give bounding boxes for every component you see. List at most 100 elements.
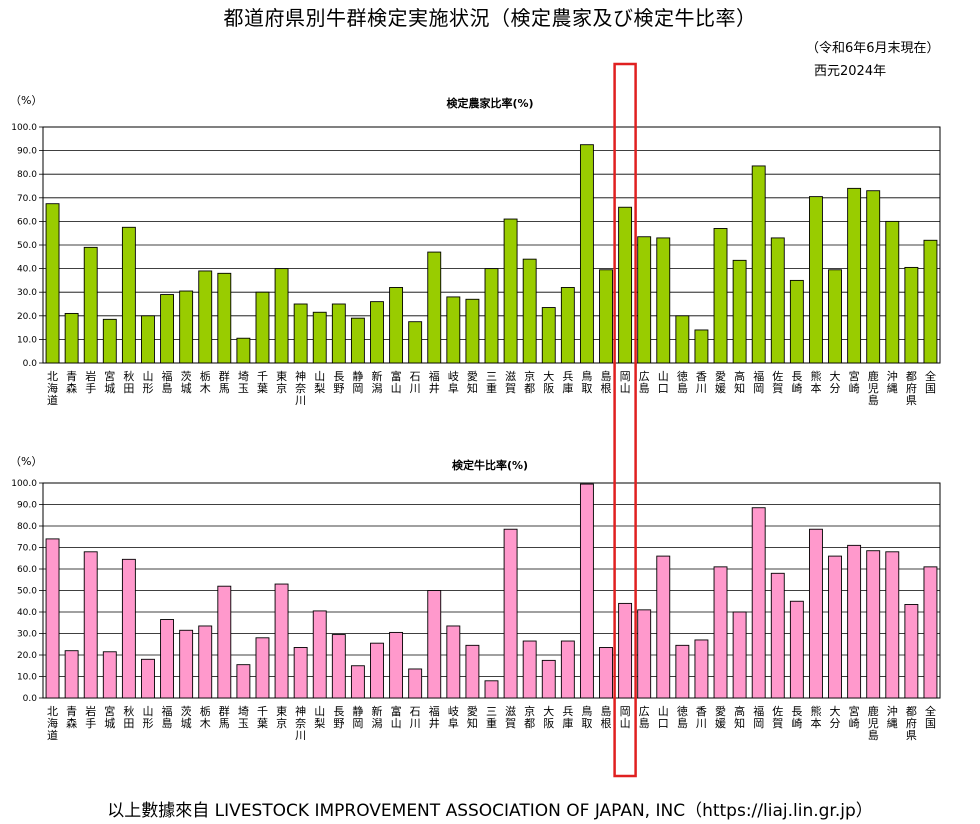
- farm-category-label: 富山: [391, 369, 402, 395]
- farm-ratio-chart: 検定農家比率(%) （%） 0.0 10.0 20.0 30.0 40.0 50.0 60.0 7…: [10, 94, 941, 407]
- farm-bar: [904, 266, 919, 364]
- cow-category-label: 山形: [142, 705, 153, 730]
- cow-bar: [331, 634, 346, 699]
- cow-category-label: 熊本: [810, 704, 821, 730]
- farm-category-label: 北海道: [47, 370, 58, 407]
- cow-bar: [236, 664, 251, 699]
- farm-category-label: 栃木: [200, 369, 211, 395]
- cow-category-label: 青森: [66, 705, 77, 730]
- cow-ytick-label: 0.0: [23, 694, 38, 704]
- cow-ytick-label: 90.0: [17, 501, 37, 511]
- year-note: 西元2024年: [814, 64, 887, 79]
- farm-bar: [599, 269, 613, 364]
- farm-bar: [465, 298, 480, 364]
- cow-bar: [599, 647, 613, 699]
- farm-bar: [179, 290, 194, 364]
- farm-bar: [866, 190, 881, 364]
- farm-category-label: 愛媛: [715, 370, 726, 395]
- cow-bar: [713, 566, 728, 699]
- cow-category-label: 高知: [734, 704, 745, 730]
- cow-category-label: 岐阜: [448, 705, 459, 730]
- cow-category-label: 岡山: [620, 705, 631, 730]
- farm-category-label: 徳島: [677, 370, 688, 395]
- cow-bar: [732, 611, 747, 699]
- farm-category-label: 鳥取: [581, 369, 592, 395]
- cow-category-label: 沖縄: [887, 705, 898, 730]
- cow-unit-label: （%）: [10, 455, 42, 468]
- highlight-box: [613, 62, 637, 778]
- cow-ytick-label: 40.0: [17, 608, 37, 618]
- cow-category-label: 島根: [601, 704, 612, 730]
- farm-category-label: 兵庫: [562, 370, 573, 395]
- cow-bar: [427, 590, 442, 699]
- cow-bar: [522, 640, 537, 699]
- cow-bar: [465, 644, 480, 699]
- farm-category-label: 岡山: [620, 370, 631, 395]
- farm-category-label: 神奈川: [295, 369, 306, 407]
- cow-bar: [885, 551, 900, 699]
- cow-bar: [675, 644, 690, 699]
- farm-category-label: 広島: [639, 370, 650, 395]
- farm-bar: [618, 206, 633, 364]
- farm-category-label: 東京: [276, 370, 287, 395]
- farm-category-label: 石川: [410, 370, 421, 395]
- cow-bar: [923, 566, 938, 699]
- cow-category-label: 群馬: [219, 704, 230, 730]
- cow-bar: [541, 659, 556, 699]
- cow-category-label: 東京: [276, 705, 287, 730]
- cow-category-label: 埼玉: [238, 704, 249, 730]
- cow-bar: [656, 555, 671, 699]
- cow-category-label: 福島: [162, 704, 173, 730]
- farm-bar: [675, 315, 690, 364]
- cow-category-label: 石川: [410, 705, 421, 730]
- farm-category-label: 新潟: [371, 369, 382, 395]
- farm-category-label: 都府県: [906, 370, 917, 407]
- farm-bar: [828, 269, 842, 364]
- cow-category-label: 滋賀: [505, 705, 516, 730]
- farm-bar: [198, 270, 213, 364]
- farm-category-label: 静岡: [352, 369, 363, 395]
- cow-category-label: 山口: [658, 705, 669, 730]
- farm-bar: [923, 239, 938, 364]
- farm-category-label: 沖縄: [887, 370, 898, 395]
- farm-bar: [656, 237, 671, 364]
- farm-bar: [751, 165, 766, 364]
- farm-bar: [350, 317, 365, 364]
- cow-category-label: 鳥取: [581, 704, 592, 730]
- cow-category-label: 岩手: [85, 704, 96, 730]
- farm-category-label: 香川: [696, 370, 707, 395]
- farm-category-label: 岐阜: [448, 370, 459, 395]
- farm-bar: [885, 220, 900, 364]
- cow-category-label: 福岡: [753, 704, 764, 730]
- cow-bar: [312, 610, 327, 699]
- farm-category-label: 秋田: [123, 369, 134, 395]
- cow-ratio-chart: 検定牛比率(%) （%） 0.0 10.0 20.0 30.0 40.0 50.0 60.0 70…: [10, 455, 941, 742]
- farm-bar: [102, 318, 117, 364]
- cow-category-label: 茨城: [181, 704, 192, 730]
- farm-bar: [293, 303, 308, 364]
- cow-category-label: 宮城: [104, 704, 115, 730]
- farm-unit-label: （%）: [10, 94, 42, 107]
- cow-ytick-label: 50.0: [17, 587, 37, 597]
- cow-bar: [370, 642, 384, 699]
- farm-ytick-label: 60.0: [17, 217, 37, 227]
- cow-bar: [484, 680, 499, 699]
- cow-category-label: 静岡: [352, 704, 363, 730]
- farm-ytick-label: 0.0: [23, 359, 38, 369]
- farm-category-label: 埼玉: [238, 369, 249, 395]
- cow-category-label: 宮崎: [849, 704, 860, 730]
- cow-ytick-label: 60.0: [17, 565, 37, 575]
- farm-bar: [389, 287, 404, 364]
- cow-category-label: 全国: [925, 704, 936, 730]
- farm-bar: [160, 294, 174, 364]
- farm-category-label: 滋賀: [505, 370, 516, 395]
- farm-category-label: 高知: [734, 369, 745, 395]
- cow-bar: [828, 555, 842, 699]
- date-note: （令和6年6月末現在）: [806, 41, 940, 56]
- cow-bar: [179, 629, 194, 699]
- cow-bar: [45, 538, 60, 699]
- farm-bar: [522, 258, 537, 364]
- cow-category-label: 京都: [524, 704, 535, 730]
- cow-bar: [408, 668, 423, 699]
- farm-category-label: 佐賀: [772, 369, 783, 395]
